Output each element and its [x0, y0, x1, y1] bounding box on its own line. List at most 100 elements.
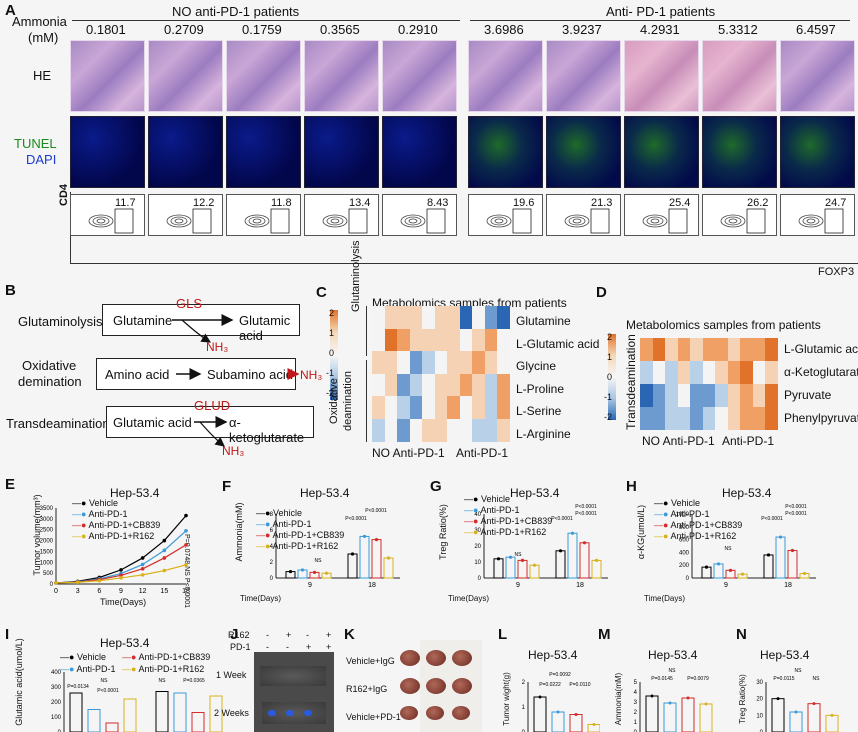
stat-ns: NS	[813, 676, 821, 682]
heatmap-cell	[459, 419, 473, 442]
legend-label: Anti-PD-1+R162	[138, 664, 205, 674]
heatmap-cell	[652, 361, 666, 385]
legend-marker: —●	[72, 520, 87, 530]
legend-label: Anti-PD-1	[480, 505, 520, 515]
d-row-label: α-Ketoglutarate	[784, 365, 858, 379]
data-point	[558, 549, 563, 553]
panel-f-chart: 0 2 4 6 8 9 18 NS P<0.0001 P<0.0001	[270, 508, 400, 589]
tumor-specimen	[426, 650, 446, 666]
legend-item: —● Vehicle	[60, 652, 106, 662]
stat-p: P<0.0001	[575, 504, 597, 510]
heatmap-cell	[422, 373, 435, 397]
tumor-specimen	[452, 678, 472, 694]
oxidative-label: Oxidative	[22, 358, 77, 373]
heatmap-cell	[497, 419, 510, 442]
heatmap-cell	[434, 419, 448, 442]
heatmap-cell	[372, 351, 385, 374]
c-x-no-anti: NO Anti-PD-1	[372, 446, 445, 460]
glud-enzyme: GLUD	[194, 398, 231, 413]
flow-contour	[166, 208, 212, 234]
tunel-image	[148, 116, 223, 188]
ammonia-value: 0.2910	[398, 22, 438, 37]
legend-label: Anti-PD-1+R162	[88, 531, 155, 541]
bar	[105, 722, 119, 732]
tunel-label: TUNEL	[14, 136, 57, 151]
heatmap-cell	[484, 419, 498, 442]
group-no-anti-pd1: NO anti-PD-1 patients	[172, 4, 300, 19]
stat-p: P<0.0001	[785, 504, 807, 510]
panel-i-title: Hep-53.4	[100, 636, 150, 650]
heatmap-cell	[740, 361, 753, 385]
tunel-image	[468, 116, 543, 188]
heatmap-cell	[715, 407, 728, 431]
transdeamination-label: Transdeamination	[6, 416, 110, 431]
flow-value: 19.6	[513, 197, 535, 209]
x-tick: 6	[97, 588, 101, 595]
data-point	[556, 710, 560, 714]
y-tick: 400	[679, 550, 690, 556]
x-tick: 9	[119, 588, 123, 595]
data-point	[97, 578, 102, 583]
heatmap-cell	[472, 419, 485, 442]
pd1-sign: +	[306, 642, 312, 652]
panel-h-label: H	[626, 478, 637, 495]
heatmap-cell	[665, 407, 678, 431]
legend-item: —● Anti-PD-1+CB839	[72, 520, 160, 530]
bar	[699, 703, 713, 732]
panel-c-label: C	[316, 284, 327, 301]
bar	[87, 709, 101, 732]
tunel-image	[70, 116, 145, 188]
legend-label: Vehicle	[670, 498, 700, 508]
legend-item: —● Anti-PD-1	[60, 664, 115, 674]
data-point	[54, 581, 58, 585]
c-row-label: L-Serine	[516, 404, 562, 419]
heatmap-cell	[397, 419, 410, 442]
data-point	[140, 562, 145, 567]
l-ylabel: Tumor wight(g)	[502, 672, 511, 726]
panel-d-colorbar	[608, 334, 616, 420]
scale-tick: -1	[603, 392, 612, 402]
bar	[123, 698, 137, 732]
data-point	[184, 529, 188, 533]
legend-marker: —●	[72, 498, 87, 508]
he-image	[624, 40, 699, 112]
panel-c-colorbar	[330, 310, 338, 400]
legend-marker: —●	[60, 664, 75, 674]
data-point	[668, 701, 672, 705]
legend-item: —● Vehicle	[256, 508, 302, 518]
legend-label: Anti-PD-1+CB839	[272, 530, 345, 540]
data-point	[374, 538, 379, 542]
panel-f-label: F	[222, 478, 232, 495]
c-group-deamination: deamination	[342, 371, 354, 431]
data-point	[119, 573, 123, 578]
heatmap-cell	[690, 384, 703, 408]
tunel-image	[624, 116, 699, 188]
j-r162-label: R162	[228, 630, 250, 640]
heatmap-cell	[434, 328, 448, 352]
stat-p: P=0.0079	[687, 676, 709, 682]
stat-p: P=0.0145	[651, 676, 673, 682]
heatmap-cell	[472, 328, 485, 352]
y-tick: 400	[51, 670, 62, 676]
data-point	[496, 557, 501, 561]
group1-bar	[72, 20, 460, 21]
y-tick: 0	[522, 730, 526, 732]
legend-item: —● Anti-PD-1+CB839	[464, 516, 552, 526]
scale-tick: 1	[328, 328, 334, 338]
x-tick: 12	[139, 588, 147, 595]
heatmap-cell	[372, 419, 385, 442]
y-tick: 10	[474, 560, 481, 566]
heatmap-cell	[384, 306, 398, 329]
panel-l-label: L	[498, 626, 508, 643]
he-image	[70, 40, 145, 112]
heatmap-cell	[640, 407, 653, 431]
panel-d-title: Metabolomics samples from patients	[626, 318, 821, 332]
heatmap-cell	[447, 351, 460, 374]
data-point	[362, 534, 367, 538]
y-tick: 100	[51, 715, 62, 721]
c-row-label: L-Proline	[516, 381, 565, 396]
amino-acid-text: Amino acid	[105, 367, 170, 382]
heatmap-cell	[497, 373, 510, 397]
legend-marker: —●	[60, 652, 75, 662]
heatmap-cell	[447, 373, 460, 397]
